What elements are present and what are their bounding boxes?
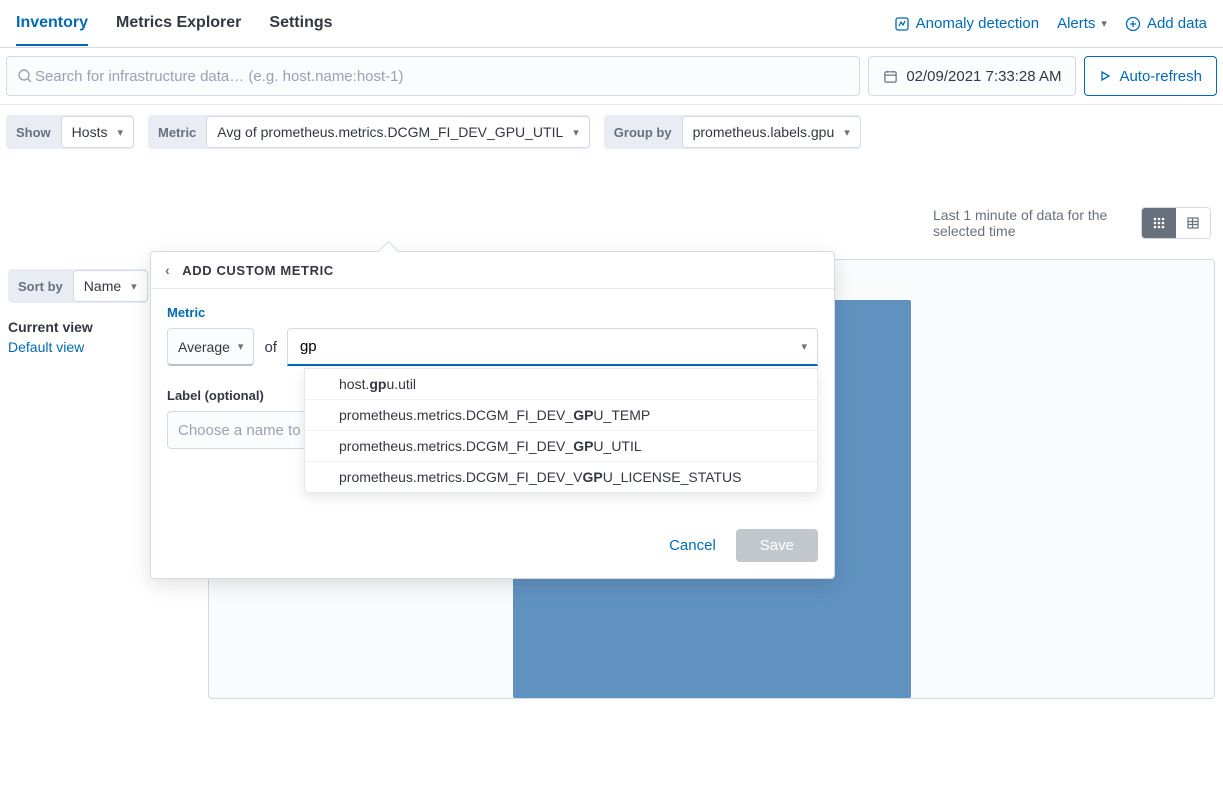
- chevron-down-icon: ▾: [238, 340, 244, 353]
- group-by-select[interactable]: prometheus.labels.gpu ▾: [682, 116, 861, 148]
- suggestion-item[interactable]: prometheus.metrics.DCGM_FI_DEV_VGPU_LICE…: [305, 462, 817, 492]
- show-value: Hosts: [72, 124, 108, 140]
- suggestion-item[interactable]: prometheus.metrics.DCGM_FI_DEV_GPU_UTIL: [305, 431, 817, 462]
- datetime-picker[interactable]: 02/09/2021 7:33:28 AM: [868, 56, 1076, 96]
- back-button[interactable]: ‹: [165, 262, 170, 278]
- anomaly-icon: [894, 16, 910, 32]
- view-list-button[interactable]: [1176, 208, 1210, 238]
- metric-search-input[interactable]: [298, 337, 794, 356]
- view-toggle: [1141, 207, 1211, 239]
- aggregation-select[interactable]: Average ▾: [167, 328, 254, 366]
- chevron-down-icon: ▾: [131, 280, 137, 293]
- of-label: of: [264, 339, 277, 356]
- alerts-label: Alerts: [1057, 15, 1095, 32]
- metric-select[interactable]: Avg of prometheus.metrics.DCGM_FI_DEV_GP…: [206, 116, 590, 148]
- metric-control: Metric Avg of prometheus.metrics.DCGM_FI…: [148, 115, 590, 149]
- datetime-value: 02/09/2021 7:33:28 AM: [906, 68, 1061, 85]
- plus-circle-icon: [1125, 16, 1141, 32]
- topbar: Inventory Metrics Explorer Settings Anom…: [0, 0, 1223, 48]
- add-custom-metric-popover: ‹ ADD CUSTOM METRIC Metric Average ▾ of …: [150, 251, 835, 579]
- metric-row: Average ▾ of ▾ host.gpu.utilprometheus.m…: [167, 328, 818, 366]
- alerts-dropdown[interactable]: Alerts ▾: [1057, 15, 1107, 32]
- suggestion-item[interactable]: prometheus.metrics.DCGM_FI_DEV_GPU_TEMP: [305, 400, 817, 431]
- save-button[interactable]: Save: [736, 529, 818, 562]
- group-by-label: Group by: [604, 125, 682, 140]
- filter-row: 02/09/2021 7:33:28 AM Auto-refresh: [0, 48, 1223, 105]
- calendar-icon: [883, 69, 898, 84]
- metric-suggestions: host.gpu.utilprometheus.metrics.DCGM_FI_…: [304, 368, 818, 493]
- suggestion-item[interactable]: host.gpu.util: [305, 369, 817, 400]
- auto-refresh-button[interactable]: Auto-refresh: [1084, 56, 1217, 96]
- group-by-value: prometheus.labels.gpu: [693, 124, 835, 140]
- aggregation-value: Average: [178, 339, 230, 355]
- sort-select[interactable]: Name ▾: [73, 270, 148, 302]
- metric-form-label: Metric: [167, 305, 818, 320]
- chevron-down-icon: ▾: [801, 340, 807, 353]
- popover-header: ‹ ADD CUSTOM METRIC: [151, 252, 834, 289]
- popover-body: Metric Average ▾ of ▾ host.gpu.utilprome…: [151, 289, 834, 578]
- top-actions: Anomaly detection Alerts ▾ Add data: [894, 15, 1207, 32]
- search-input[interactable]: [33, 67, 849, 86]
- add-data-label: Add data: [1147, 15, 1207, 32]
- show-label: Show: [6, 125, 61, 140]
- show-select[interactable]: Hosts ▾: [61, 116, 134, 148]
- chevron-down-icon: ▾: [844, 126, 850, 139]
- sort-label: Sort by: [8, 279, 73, 294]
- add-data-link[interactable]: Add data: [1125, 15, 1207, 32]
- anomaly-detection-link[interactable]: Anomaly detection: [894, 15, 1039, 32]
- search-icon: [17, 68, 33, 84]
- tab-settings[interactable]: Settings: [269, 2, 332, 46]
- chevron-down-icon: ▾: [1101, 17, 1107, 30]
- chevron-down-icon: ▾: [117, 126, 123, 139]
- sort-control: Sort by Name ▾: [8, 269, 148, 303]
- sort-value: Name: [84, 278, 121, 294]
- tab-inventory[interactable]: Inventory: [16, 2, 88, 46]
- play-icon: [1099, 70, 1111, 82]
- controls-row: Show Hosts ▾ Metric Avg of prometheus.me…: [0, 105, 1223, 149]
- main-area: Last 1 minute of data for the selected t…: [0, 259, 1223, 699]
- anomaly-label: Anomaly detection: [916, 15, 1039, 32]
- tab-metrics-explorer[interactable]: Metrics Explorer: [116, 2, 241, 46]
- view-grid-button[interactable]: [1142, 208, 1176, 238]
- search-box[interactable]: [6, 56, 860, 96]
- info-text: Last 1 minute of data for the selected t…: [933, 207, 1123, 239]
- tabs: Inventory Metrics Explorer Settings: [16, 2, 333, 46]
- cancel-button[interactable]: Cancel: [669, 537, 716, 554]
- chevron-down-icon: ▾: [573, 126, 579, 139]
- auto-refresh-label: Auto-refresh: [1119, 68, 1202, 85]
- group-by-control: Group by prometheus.labels.gpu ▾: [604, 115, 861, 149]
- metric-search-wrap[interactable]: ▾: [287, 328, 818, 366]
- metric-value: Avg of prometheus.metrics.DCGM_FI_DEV_GP…: [217, 124, 563, 140]
- popover-title: ADD CUSTOM METRIC: [182, 263, 334, 278]
- metric-label: Metric: [148, 125, 206, 140]
- show-control: Show Hosts ▾: [6, 115, 134, 149]
- right-info: Last 1 minute of data for the selected t…: [933, 207, 1211, 239]
